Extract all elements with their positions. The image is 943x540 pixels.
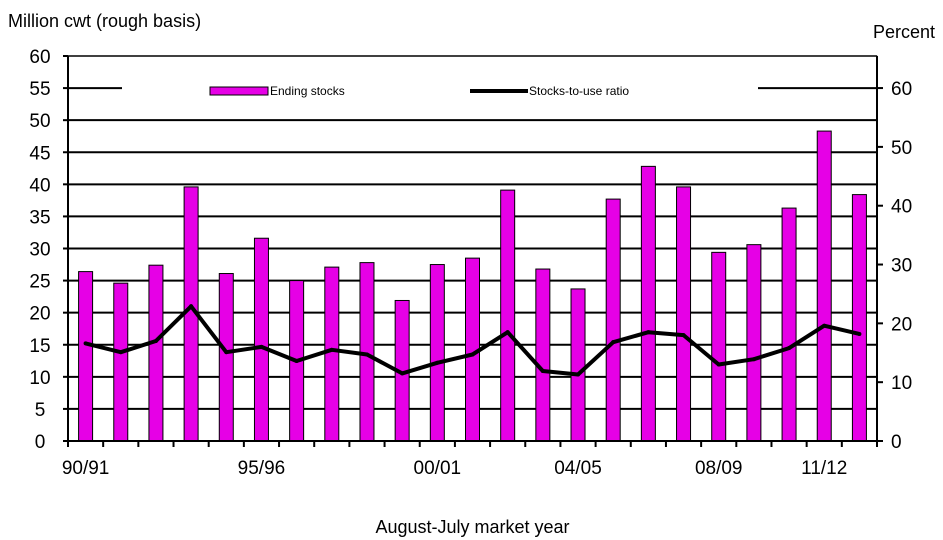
right-tick-label: 50 <box>891 138 912 159</box>
point-stocks-to-use <box>716 362 721 367</box>
bar-ending-stocks <box>78 271 94 442</box>
point-stocks-to-use <box>189 304 194 309</box>
legend: Ending stocks Stocks-to-use ratio <box>122 78 758 104</box>
bar-ending-stocks <box>746 244 762 442</box>
left-axis-title: Million cwt (rough basis) <box>8 11 201 31</box>
left-y-axis: 0 5 10 15 20 25 30 35 40 45 50 55 60 <box>29 47 69 453</box>
point-stocks-to-use <box>224 350 229 355</box>
x-tick-label: 90/91 <box>62 458 110 479</box>
point-stocks-to-use <box>435 360 440 365</box>
left-tick-label: 20 <box>29 304 50 325</box>
bar-ending-stocks <box>605 198 621 442</box>
right-y-axis: 0 10 20 30 40 50 60 <box>876 56 912 453</box>
line-series-stocks-to-use <box>83 304 862 377</box>
bar-ending-stocks <box>429 264 445 442</box>
bar-series-ending-stocks <box>78 130 867 442</box>
bar-ending-stocks <box>324 266 340 442</box>
x-axis: 90/91 95/96 00/01 04/05 08/09 11/12 <box>62 440 878 479</box>
point-stocks-to-use <box>400 371 405 376</box>
x-tick-label: 11/12 <box>801 458 847 479</box>
x-axis-title: August-July market year <box>375 517 569 537</box>
legend-label-ending-stocks: Ending stocks <box>270 84 345 98</box>
point-stocks-to-use <box>83 341 88 346</box>
bar-ending-stocks <box>851 194 867 442</box>
point-stocks-to-use <box>294 359 299 363</box>
bar-ending-stocks <box>711 251 727 442</box>
point-stocks-to-use <box>751 357 756 362</box>
bar-ending-stocks <box>640 165 656 442</box>
left-tick-label: 5 <box>35 400 46 421</box>
bar-ending-stocks <box>570 288 586 442</box>
bar-ending-stocks <box>113 282 129 442</box>
right-tick-label: 0 <box>891 432 902 453</box>
point-stocks-to-use <box>364 352 369 357</box>
right-tick-label: 30 <box>891 256 912 277</box>
plot-area <box>67 55 878 442</box>
bar-ending-stocks <box>148 264 164 442</box>
bar-ending-stocks <box>359 262 375 442</box>
legend-swatch-ending-stocks <box>209 86 269 96</box>
point-stocks-to-use <box>540 369 545 373</box>
left-tick-label: 45 <box>29 143 50 164</box>
point-stocks-to-use <box>470 352 475 357</box>
left-tick-label: 10 <box>29 368 50 389</box>
left-tick-label: 15 <box>29 336 50 357</box>
left-tick-label: 60 <box>29 47 50 68</box>
point-stocks-to-use <box>646 330 651 335</box>
bar-ending-stocks <box>816 130 832 442</box>
point-stocks-to-use <box>329 347 334 352</box>
bar-ending-stocks <box>253 237 269 442</box>
left-tick-label: 40 <box>29 175 50 196</box>
right-tick-label: 10 <box>891 373 912 394</box>
x-tick-label: 04/05 <box>554 458 602 479</box>
left-tick-label: 0 <box>35 432 46 453</box>
bar-ending-stocks <box>535 268 551 442</box>
point-stocks-to-use <box>611 340 616 345</box>
point-stocks-to-use <box>505 330 510 335</box>
right-tick-label: 60 <box>891 79 912 100</box>
left-tick-label: 55 <box>29 79 50 100</box>
bar-ending-stocks <box>218 273 234 442</box>
bar-ending-stocks <box>781 207 797 442</box>
point-stocks-to-use <box>681 333 686 338</box>
left-tick-label: 50 <box>29 111 50 132</box>
point-stocks-to-use <box>118 350 123 355</box>
x-tick-label: 00/01 <box>414 458 462 479</box>
left-tick-label: 30 <box>29 240 50 261</box>
point-stocks-to-use <box>153 339 158 343</box>
x-tick-label: 08/09 <box>695 458 743 479</box>
right-tick-label: 20 <box>891 314 912 335</box>
bar-ending-stocks <box>676 186 692 442</box>
right-axis-title: Percent <box>873 22 935 42</box>
point-stocks-to-use <box>787 346 792 351</box>
left-tick-label: 35 <box>29 207 50 228</box>
point-stocks-to-use <box>259 344 264 349</box>
legend-label-stocks-to-use: Stocks-to-use ratio <box>529 84 629 98</box>
x-tick-label: 95/96 <box>238 458 286 479</box>
left-tick-label: 25 <box>29 272 50 293</box>
bar-ending-stocks <box>500 189 516 442</box>
point-stocks-to-use <box>576 372 581 377</box>
right-tick-label: 40 <box>891 197 912 218</box>
point-stocks-to-use <box>857 331 862 336</box>
point-stocks-to-use <box>822 323 827 328</box>
